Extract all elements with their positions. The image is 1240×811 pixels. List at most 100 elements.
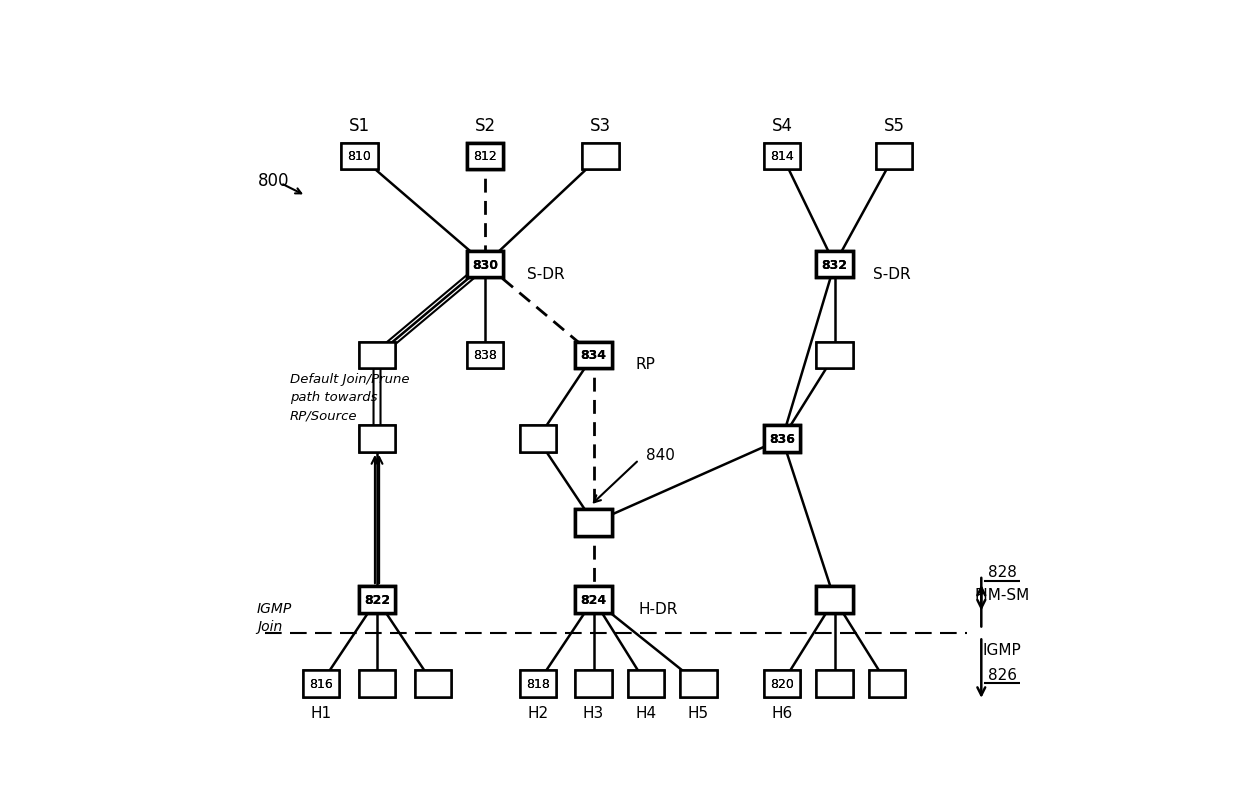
FancyBboxPatch shape <box>303 670 340 697</box>
FancyBboxPatch shape <box>681 670 717 697</box>
FancyBboxPatch shape <box>575 342 611 369</box>
Text: 838: 838 <box>474 349 497 362</box>
FancyBboxPatch shape <box>816 670 853 697</box>
Text: 824: 824 <box>580 593 606 606</box>
Text: IGMP: IGMP <box>983 642 1022 658</box>
Text: 822: 822 <box>365 593 391 606</box>
Text: 828: 828 <box>988 564 1017 579</box>
Text: S5: S5 <box>883 117 904 135</box>
Text: H2: H2 <box>527 705 548 720</box>
FancyBboxPatch shape <box>358 586 396 613</box>
Text: 836: 836 <box>769 433 795 446</box>
Text: 816: 816 <box>309 677 334 690</box>
Text: 812: 812 <box>474 150 497 163</box>
FancyBboxPatch shape <box>816 251 853 278</box>
FancyBboxPatch shape <box>816 342 853 369</box>
FancyBboxPatch shape <box>627 670 665 697</box>
FancyBboxPatch shape <box>816 342 853 369</box>
Text: IGMP
Join: IGMP Join <box>257 602 293 633</box>
FancyBboxPatch shape <box>575 670 611 697</box>
FancyBboxPatch shape <box>575 509 611 536</box>
FancyBboxPatch shape <box>467 144 503 169</box>
FancyBboxPatch shape <box>414 670 451 697</box>
Text: 840: 840 <box>646 447 675 462</box>
FancyBboxPatch shape <box>467 342 503 369</box>
Text: S2: S2 <box>475 117 496 135</box>
FancyBboxPatch shape <box>816 251 853 278</box>
FancyBboxPatch shape <box>341 144 378 169</box>
FancyBboxPatch shape <box>358 342 396 369</box>
Text: 830: 830 <box>472 258 498 271</box>
Text: 818: 818 <box>526 677 549 690</box>
FancyBboxPatch shape <box>764 426 800 453</box>
FancyBboxPatch shape <box>875 144 913 169</box>
FancyBboxPatch shape <box>358 670 396 697</box>
FancyBboxPatch shape <box>764 144 800 169</box>
FancyBboxPatch shape <box>358 586 396 613</box>
FancyBboxPatch shape <box>764 670 800 697</box>
Text: 800: 800 <box>258 172 290 190</box>
Text: H6: H6 <box>771 705 792 720</box>
FancyBboxPatch shape <box>467 251 503 278</box>
FancyBboxPatch shape <box>816 586 853 613</box>
Text: 818: 818 <box>526 677 549 690</box>
Text: 834: 834 <box>580 349 606 362</box>
FancyBboxPatch shape <box>575 586 611 613</box>
Text: 836: 836 <box>769 433 795 446</box>
Text: 814: 814 <box>770 150 794 163</box>
FancyBboxPatch shape <box>764 144 800 169</box>
Text: 822: 822 <box>365 593 391 606</box>
FancyBboxPatch shape <box>341 144 378 169</box>
FancyBboxPatch shape <box>575 670 611 697</box>
FancyBboxPatch shape <box>467 144 503 169</box>
FancyBboxPatch shape <box>764 670 800 697</box>
Text: S-DR: S-DR <box>527 266 565 281</box>
Text: 826: 826 <box>988 667 1017 683</box>
Text: 812: 812 <box>474 150 497 163</box>
Text: H5: H5 <box>688 705 709 720</box>
Text: H4: H4 <box>635 705 656 720</box>
Text: 830: 830 <box>472 258 498 271</box>
Text: Default Join/Prune
path towards
RP/Source: Default Join/Prune path towards RP/Sourc… <box>290 373 409 422</box>
FancyBboxPatch shape <box>358 342 396 369</box>
Text: 810: 810 <box>347 150 372 163</box>
Text: 834: 834 <box>580 349 606 362</box>
Text: 820: 820 <box>770 677 794 690</box>
FancyBboxPatch shape <box>520 426 556 453</box>
FancyBboxPatch shape <box>583 144 619 169</box>
FancyBboxPatch shape <box>816 586 853 613</box>
Text: PIM-SM: PIM-SM <box>975 587 1030 603</box>
Text: 820: 820 <box>770 677 794 690</box>
FancyBboxPatch shape <box>575 586 611 613</box>
Text: 814: 814 <box>770 150 794 163</box>
Text: 816: 816 <box>309 677 334 690</box>
FancyBboxPatch shape <box>414 670 451 697</box>
FancyBboxPatch shape <box>575 509 611 536</box>
Text: S3: S3 <box>590 117 611 135</box>
FancyBboxPatch shape <box>358 426 396 453</box>
Text: S4: S4 <box>771 117 792 135</box>
FancyBboxPatch shape <box>520 670 556 697</box>
Text: 832: 832 <box>822 258 848 271</box>
FancyBboxPatch shape <box>467 251 503 278</box>
FancyBboxPatch shape <box>627 670 665 697</box>
FancyBboxPatch shape <box>869 670 905 697</box>
FancyBboxPatch shape <box>681 670 717 697</box>
FancyBboxPatch shape <box>303 670 340 697</box>
FancyBboxPatch shape <box>520 670 556 697</box>
FancyBboxPatch shape <box>583 144 619 169</box>
FancyBboxPatch shape <box>520 426 556 453</box>
FancyBboxPatch shape <box>358 670 396 697</box>
Text: H3: H3 <box>583 705 604 720</box>
Text: 810: 810 <box>347 150 372 163</box>
Text: H1: H1 <box>310 705 331 720</box>
FancyBboxPatch shape <box>869 670 905 697</box>
FancyBboxPatch shape <box>575 342 611 369</box>
Text: RP: RP <box>635 356 656 371</box>
FancyBboxPatch shape <box>816 670 853 697</box>
Text: 832: 832 <box>822 258 848 271</box>
Text: 824: 824 <box>580 593 606 606</box>
Text: 838: 838 <box>474 349 497 362</box>
FancyBboxPatch shape <box>358 426 396 453</box>
FancyBboxPatch shape <box>875 144 913 169</box>
